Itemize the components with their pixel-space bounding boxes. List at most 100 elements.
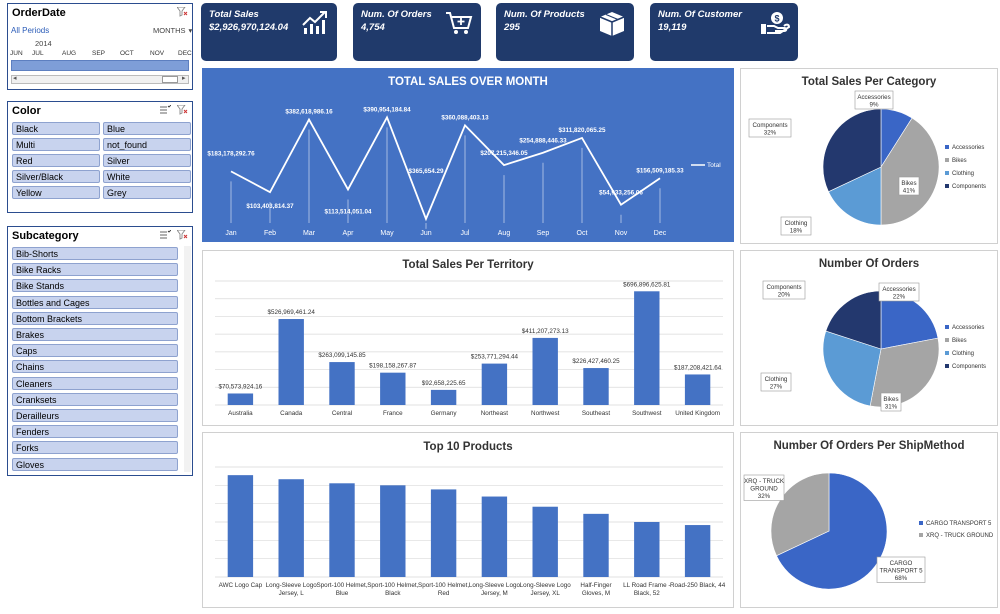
svg-text:$: $ (774, 14, 779, 24)
subcategory-item[interactable]: Fenders (12, 425, 178, 439)
data-label: $103,403,814.37 (246, 203, 294, 210)
subcategory-item[interactable]: Gloves (12, 457, 178, 471)
territory-bar-svg: $70,573,924.16 Australia $526,969,461.24 Ca… (215, 280, 723, 417)
color-item[interactable]: Multi (12, 138, 100, 151)
data-label: $311,820,065.25 (559, 127, 606, 134)
callout-label: 9% (870, 102, 879, 109)
clear-filter-icon[interactable] (177, 230, 188, 240)
line-chart-svg: $183,178,292.76 Jan $103,403,814.37 Feb $382… (207, 106, 721, 237)
x-tick-label: Black, 52 (634, 590, 660, 597)
x-tick-label: Jul (461, 230, 470, 237)
data-label: $156,509,185.33 (636, 167, 684, 174)
orders-pie-svg: Accessories22%Bikes31%Clothing27%Compone… (760, 280, 986, 412)
orderdate-slicer-icons (177, 7, 188, 17)
all-periods-link[interactable]: All Periods (11, 26, 50, 35)
legend-swatch (945, 158, 949, 162)
callout-label: CARGO (890, 560, 913, 567)
subcategory-item[interactable]: Bottom Brackets (12, 311, 178, 325)
subcategory-item[interactable]: Cleaners (12, 376, 178, 390)
category-pie-svg: Accessories9%Bikes41%Clothing18%Componen… (748, 90, 986, 236)
pie-slice (828, 166, 882, 226)
color-item[interactable]: not_found (103, 138, 191, 151)
bar (532, 506, 558, 577)
legend-swatch (945, 145, 949, 149)
color-item[interactable]: Red (12, 154, 100, 167)
subcategory-item[interactable]: Chains (12, 360, 178, 374)
data-label: $360,088,403.13 (441, 114, 489, 121)
color-item[interactable]: Silver/Black (12, 170, 100, 183)
callout-label: Bikes (883, 396, 898, 403)
x-tick-label: Jan (225, 230, 236, 237)
callout-label: 22% (893, 294, 906, 301)
data-label: $254,888,446.33 (519, 138, 567, 145)
timeline-scrollbar[interactable]: ◂ ▸ (11, 75, 189, 84)
subcategory-item[interactable]: Forks (12, 441, 178, 455)
bar (532, 337, 558, 405)
clear-filter-icon[interactable] (177, 105, 188, 115)
pie-slice (869, 337, 940, 408)
slicer-scrollbar[interactable] (184, 246, 191, 472)
bar (481, 363, 508, 405)
time-level-dropdown[interactable]: MONTHS ▾ (153, 26, 192, 35)
data-label: $113,514,051.04 (325, 208, 372, 215)
scroll-right-icon[interactable]: ▸ (182, 75, 186, 82)
pie-slice (822, 108, 882, 193)
x-tick-label: Australia (228, 410, 253, 417)
x-tick-label: Oct (577, 230, 588, 237)
subcategory-item[interactable]: Cranksets (12, 392, 178, 406)
pie-slice (825, 290, 882, 350)
chart-title: Total Sales Per Category (801, 76, 937, 88)
callout-label: XRQ - TRUCK (744, 478, 785, 485)
chart-title: Number Of Orders (818, 258, 920, 270)
color-item[interactable]: Grey (103, 186, 191, 199)
subcategory-item[interactable]: Derailleurs (12, 409, 178, 422)
callout-box (760, 372, 792, 392)
color-item[interactable]: Black (12, 122, 100, 135)
kpi-num-orders: Num. Of Orders 4,754 (353, 3, 481, 61)
subcategory-item[interactable]: Brakes (12, 328, 178, 341)
subcategory-item[interactable]: Bottles and Cages (12, 295, 178, 309)
callout-label: TRANSPORT 5 (879, 568, 923, 575)
multi-select-icon[interactable] (160, 105, 171, 115)
month-label: AUG (62, 50, 77, 57)
series-line-total (230, 115, 661, 222)
callout-label: Components (766, 284, 801, 291)
color-item[interactable]: Yellow (12, 186, 100, 199)
subcategory-item[interactable]: Bib-Shorts (12, 247, 178, 260)
callout-box (878, 282, 920, 302)
x-tick-label: Nov (615, 230, 628, 237)
subcategory-item[interactable]: Bike Racks (12, 263, 178, 277)
x-tick-label: Half-Finger (580, 582, 611, 589)
callout-label: Clothing (785, 220, 808, 227)
x-tick-label: Jersey, M (481, 590, 508, 597)
multi-select-icon[interactable] (160, 230, 171, 240)
callout-box (743, 474, 785, 501)
cart-icon (446, 12, 473, 34)
x-tick-label: Sport-100 Helmet, (367, 582, 418, 589)
kpi-num-products: Num. Of Products 295 (496, 3, 634, 61)
chart-up-icon (302, 11, 327, 34)
callout-label: 68% (895, 575, 908, 582)
month-label: JUL (32, 50, 44, 57)
pie-slice (880, 117, 940, 226)
legend-swatch (945, 171, 949, 175)
sales-over-month-chart: TOTAL SALES OVER MONTH $183,178,292.76 Ja… (202, 68, 734, 242)
time-level-label: MONTHS (153, 26, 186, 35)
bar (227, 475, 254, 577)
bar (380, 485, 406, 577)
color-item[interactable]: Silver (103, 154, 191, 167)
x-tick-label: Long-Sleeve Logo (469, 582, 521, 589)
color-item[interactable]: White (103, 170, 191, 183)
clear-filter-icon[interactable] (177, 7, 188, 17)
color-item[interactable]: Blue (103, 122, 191, 135)
legend-swatch (919, 533, 923, 537)
pie-slice (822, 330, 882, 407)
subcategory-item[interactable]: Caps (12, 344, 178, 358)
scroll-thumb[interactable] (162, 76, 178, 83)
scroll-left-icon[interactable]: ◂ (13, 75, 17, 82)
legend-label: Components (952, 184, 986, 190)
subcategory-item[interactable]: Bike Stands (12, 279, 178, 293)
timeline-bar[interactable] (11, 60, 189, 71)
kpi-value: $2,926,970,124.04 (209, 22, 289, 33)
x-tick-label: Canada (280, 410, 303, 417)
